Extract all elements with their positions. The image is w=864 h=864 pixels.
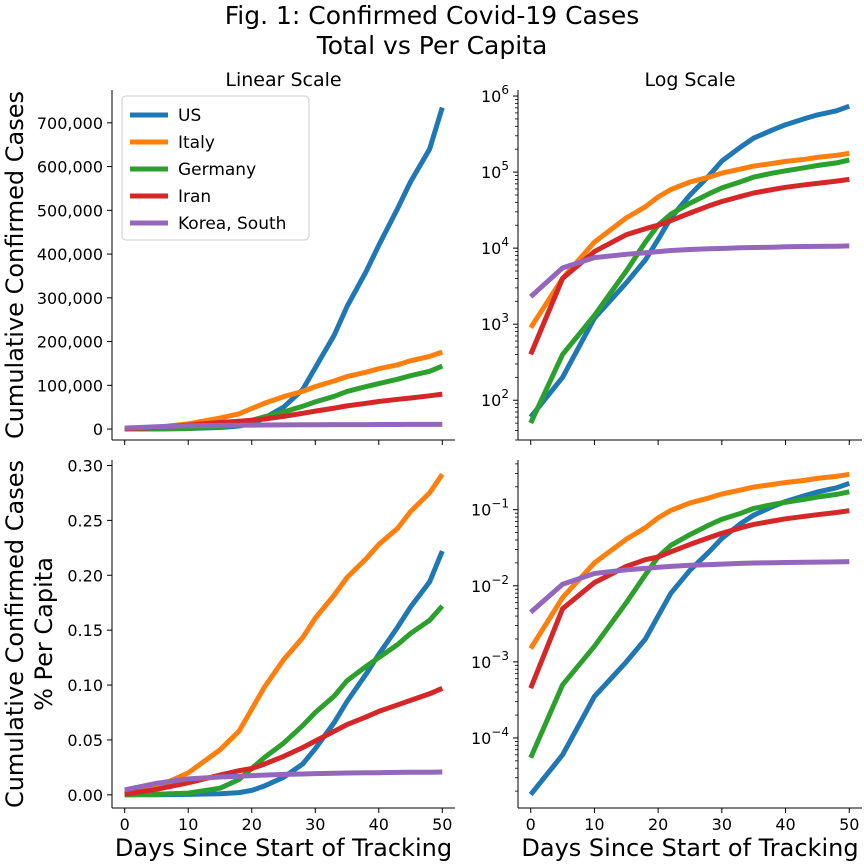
y-tick-label: 10−2 (471, 573, 509, 596)
series-line-korea-south (124, 769, 443, 793)
series-line-us (528, 480, 851, 797)
x-tick-label: 40 (775, 815, 795, 834)
y-tick-label: 106 (481, 83, 509, 106)
y-tick-label: 0.00 (67, 786, 103, 805)
y-axis-label: Cumulative Confirmed Cases (1, 460, 29, 808)
x-tick-label: 0 (526, 815, 536, 834)
y-tick-label: 102 (481, 387, 509, 410)
x-tick-label: 50 (839, 815, 859, 834)
x-tick-label: 10 (584, 815, 604, 834)
x-tick-label: 20 (242, 815, 262, 834)
x-axis-label: Days Since Start of Tracking (115, 834, 452, 862)
y-tick-label: 0.05 (67, 731, 103, 750)
y-tick-label: 10−1 (471, 497, 509, 520)
series-line-iran (124, 391, 443, 432)
chart-panel-1: 0 100,000 200,000 300,000 400,000 500,000 600,… (1, 69, 455, 445)
legend-label-italy: Italy (178, 133, 215, 153)
y-tick-label: 200,000 (37, 333, 103, 352)
series-line-korea-south (124, 421, 443, 431)
legend-label-iran: Iran (178, 187, 211, 207)
y-tick-label: 700,000 (37, 114, 103, 133)
panel-title: Log Scale (644, 69, 735, 91)
series-line-germany (528, 157, 850, 425)
x-tick-label: 0 (120, 815, 130, 834)
series-line-us (528, 103, 851, 419)
y-tick-label: 0.10 (67, 676, 103, 695)
y-tick-label: 0 (93, 420, 103, 439)
y-tick-label: 0.20 (67, 566, 103, 585)
y-tick-label: 600,000 (37, 158, 103, 177)
series-line-us (124, 550, 445, 798)
chart-panel-3: 0 10 20 30 40 50 0.00 0.05 0.10 0.15 0.20 0.25 0.30 D… (1, 456, 455, 862)
x-tick-label: 40 (369, 815, 389, 834)
legend-label-us: US (178, 106, 201, 126)
y-tick-label: 300,000 (37, 289, 103, 308)
series-line-italy (528, 471, 850, 650)
series-line-italy (124, 349, 444, 432)
y-tick-label: 100,000 (37, 376, 103, 395)
y-tick-label: 500,000 (37, 201, 103, 220)
y-tick-label: 105 (481, 159, 509, 182)
x-axis-label: Days Since Start of Tracking (521, 834, 858, 862)
series-line-germany (124, 604, 445, 798)
y-axis-label: % Per Capita (30, 557, 58, 711)
y-tick-label: 0.30 (67, 456, 103, 475)
x-tick-label: 30 (712, 815, 732, 834)
figure-title-line2: Total vs Per Capita (316, 31, 548, 60)
chart-panel-4: 0 10 20 30 40 50 10−4 10−3 10−2 10−1 Days Since St… (471, 460, 862, 862)
y-tick-label: 10−4 (471, 725, 509, 748)
x-tick-label: 10 (178, 815, 198, 834)
chart-panel-2: 102 103 104 105 106 Log Scale (481, 69, 862, 445)
legend-box (121, 95, 310, 241)
figure-title-line1: Fig. 1: Confirmed Covid-19 Cases (225, 1, 640, 30)
series-line-italy (528, 150, 850, 330)
legend-label-korea-south: Korea, South (178, 214, 286, 234)
y-tick-label: 104 (481, 235, 509, 258)
chart-panels: 0 100,000 200,000 300,000 400,000 500,000 600,… (1, 69, 862, 862)
series-line-germany (528, 489, 850, 759)
panel-title: Linear Scale (225, 69, 341, 91)
legend: US Italy Germany Iran Korea, South (121, 95, 310, 241)
x-tick-label: 30 (305, 815, 325, 834)
series-line-iran (528, 176, 850, 356)
y-tick-label: 0.25 (67, 511, 103, 530)
series-line-italy (124, 472, 445, 796)
y-tick-label: 400,000 (37, 245, 103, 264)
x-tick-label: 20 (648, 815, 668, 834)
y-axis-label: Cumulative Confirmed Cases (1, 91, 29, 439)
series-line-korea-south (529, 559, 850, 615)
series-line-korea-south (529, 243, 850, 299)
legend-label-germany: Germany (178, 160, 256, 180)
y-tick-label: 103 (481, 311, 509, 334)
y-tick-label: 10−3 (471, 649, 509, 672)
x-tick-label: 50 (432, 815, 452, 834)
y-tick-label: 0.15 (67, 621, 103, 640)
